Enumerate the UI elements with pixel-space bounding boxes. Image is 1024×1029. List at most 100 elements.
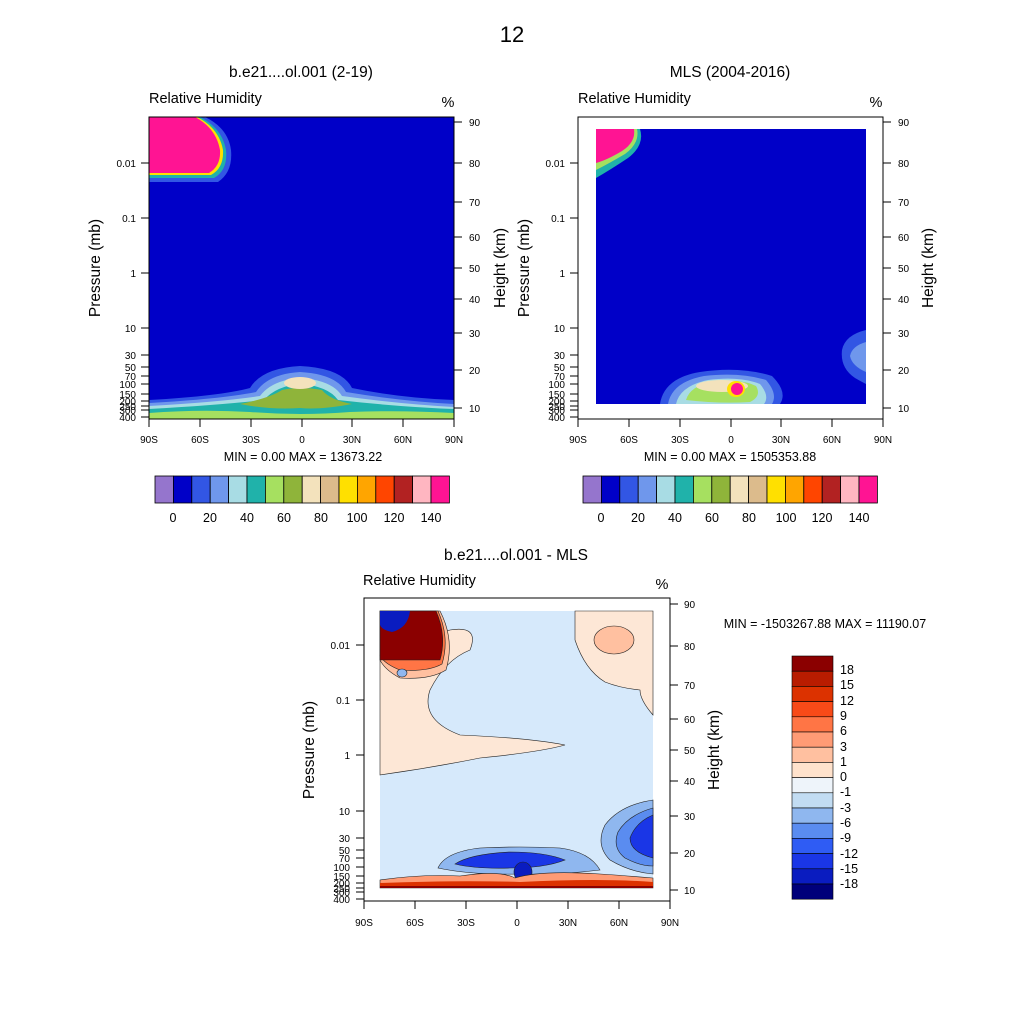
contour-surface bbox=[149, 410, 454, 419]
contour-ne-inner bbox=[850, 342, 866, 372]
y-tick: 30 bbox=[339, 834, 351, 845]
contour-pos-3 bbox=[593, 625, 635, 655]
colorbar-swatch bbox=[228, 475, 248, 504]
x-tick: 90S bbox=[355, 918, 373, 929]
x-tick: 30N bbox=[772, 435, 790, 446]
height-tick: 30 bbox=[469, 329, 481, 340]
x-tick: 60N bbox=[610, 918, 628, 929]
y-tick: 50 bbox=[339, 846, 351, 857]
height-tick: 50 bbox=[469, 264, 481, 275]
colorbar-label: 80 bbox=[742, 511, 756, 525]
x-tick: 60S bbox=[620, 435, 638, 446]
x-tick: 0 bbox=[299, 435, 305, 446]
colorbar-swatch bbox=[791, 868, 834, 885]
colorbar-label: 60 bbox=[705, 511, 719, 525]
colorbar-labels: 0 20 40 60 80 100 120 140 bbox=[598, 511, 870, 525]
height-tick: 70 bbox=[684, 681, 696, 692]
x-tick: 30N bbox=[559, 918, 577, 929]
panel-obs-x-tickmarks bbox=[577, 419, 884, 427]
panel-model-ylabel-right: Height (km) bbox=[492, 228, 509, 308]
colorbar-swatch bbox=[711, 475, 731, 504]
y-tick: 100 bbox=[548, 380, 565, 391]
contour-tropo-6 bbox=[284, 377, 316, 389]
y-tick: 250 bbox=[333, 884, 350, 895]
colorbar-swatch bbox=[791, 853, 834, 870]
x-tick: 60N bbox=[823, 435, 841, 446]
colorbar-swatch bbox=[803, 475, 823, 504]
y-tick: 10 bbox=[339, 807, 351, 818]
height-tick: 90 bbox=[469, 118, 481, 129]
y-tick: 200 bbox=[333, 879, 350, 890]
panel-obs: MLS (2004-2016) Relative Humidity % 0.01… bbox=[516, 64, 937, 525]
colorbar-label: 120 bbox=[384, 511, 405, 525]
colorbar-swatch bbox=[209, 475, 229, 504]
panel-obs-ylabel-right: Height (km) bbox=[920, 228, 937, 308]
contour-cap-core bbox=[149, 117, 221, 173]
height-tick: 20 bbox=[684, 849, 696, 860]
panel-model-y-ticks: 0.01 0.1 1 10 30 50 70 100 150 200 250 3… bbox=[117, 159, 137, 424]
colorbar-swatch bbox=[791, 670, 834, 687]
x-tick: 90N bbox=[661, 918, 679, 929]
colorbar-swatch bbox=[840, 475, 860, 504]
panel-model-colorbar: 0 20 40 60 80 100 120 140 bbox=[154, 475, 450, 525]
contour-low-3 bbox=[380, 886, 653, 888]
panel-obs-field bbox=[596, 129, 866, 404]
colorbar-swatch bbox=[791, 701, 834, 718]
panel-diff-field bbox=[379, 610, 654, 889]
height-tick: 60 bbox=[684, 715, 696, 726]
colorbar-label: 18 bbox=[840, 663, 854, 677]
panel-diff-y-ticks: 0.01 0.1 1 10 30 50 70 100 150 200 250 3… bbox=[331, 641, 351, 906]
y-tick: 150 bbox=[119, 390, 136, 401]
height-tick: 40 bbox=[898, 295, 910, 306]
panel-diff-yr-ticks: 90 80 70 60 50 40 30 20 10 bbox=[684, 600, 696, 897]
colorbar-swatch bbox=[338, 475, 358, 504]
panel-diff-colorbar: 18 15 12 9 6 3 1 0 -1 -3 -6 -9 -12 -15 -… bbox=[791, 655, 858, 900]
colorbar-swatch bbox=[582, 475, 602, 504]
height-tick: 60 bbox=[898, 233, 910, 244]
colorbar-swatch bbox=[375, 475, 395, 504]
y-tick: 50 bbox=[554, 363, 566, 374]
colorbar-swatch bbox=[858, 475, 878, 504]
colorbar-label: 100 bbox=[776, 511, 797, 525]
y-tick: 150 bbox=[548, 390, 565, 401]
y-tick: 400 bbox=[119, 413, 136, 424]
colorbar-label: 0 bbox=[170, 511, 177, 525]
colorbar-label: 120 bbox=[812, 511, 833, 525]
colorbar-swatch bbox=[791, 822, 834, 839]
contour-ne-3 bbox=[629, 814, 654, 859]
x-tick: 60N bbox=[394, 435, 412, 446]
x-tick: 90S bbox=[569, 435, 587, 446]
colorbar-swatch bbox=[430, 475, 450, 504]
colorbar-label: 60 bbox=[277, 511, 291, 525]
colorbar-swatch bbox=[693, 475, 713, 504]
colorbar-swatch bbox=[766, 475, 786, 504]
panel-model-field bbox=[149, 117, 454, 419]
y-tick: 30 bbox=[125, 351, 137, 362]
colorbar-label: -15 bbox=[840, 862, 858, 876]
y-tick: 150 bbox=[333, 872, 350, 883]
colorbar-swatches bbox=[582, 475, 878, 504]
height-tick: 40 bbox=[469, 295, 481, 306]
colorbar-swatch bbox=[356, 475, 377, 504]
height-tick: 60 bbox=[469, 233, 481, 244]
panel-model-x-tickmarks bbox=[148, 419, 455, 427]
colorbar-swatches bbox=[154, 475, 450, 504]
y-tick: 400 bbox=[333, 895, 350, 906]
colorbar-swatch bbox=[320, 475, 340, 504]
height-tick: 50 bbox=[898, 264, 910, 275]
colorbar-swatch bbox=[264, 475, 285, 504]
height-tick: 10 bbox=[469, 404, 481, 415]
panel-obs-units: % bbox=[870, 95, 883, 111]
colorbar-label: 15 bbox=[840, 678, 854, 692]
colorbar-swatch bbox=[791, 807, 834, 824]
colorbar-label: 20 bbox=[631, 511, 645, 525]
height-tick: 20 bbox=[469, 366, 481, 377]
panel-obs-y-tickmarks bbox=[570, 162, 578, 418]
panel-model-y-tickmarks bbox=[141, 162, 149, 418]
y-tick: 70 bbox=[339, 854, 351, 865]
x-tick: 30S bbox=[457, 918, 475, 929]
y-tick: 1 bbox=[130, 269, 136, 280]
figure-title: 12 bbox=[500, 22, 524, 47]
panel-model-x-ticks: 90S 60S 30S 0 30N 60N 90N bbox=[140, 435, 463, 446]
colorbar-swatch bbox=[301, 475, 322, 504]
